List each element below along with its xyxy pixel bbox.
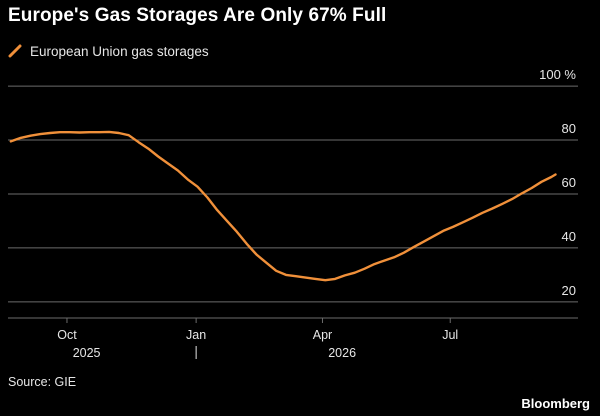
legend-line-icon [8,44,22,58]
x-tick-label-jan: Jan [186,328,206,342]
legend-label: European Union gas storages [30,43,209,59]
x-tick-label-apr: Apr [313,328,332,342]
y-tick-label-60: 60 [562,175,576,190]
bloomberg-logo: Bloomberg [521,396,590,411]
x-tick-label-oct: Oct [57,328,77,342]
year-label-2026: 2026 [328,346,356,360]
x-tick-label-jul: Jul [442,328,458,342]
y-tick-label-40: 40 [562,229,576,244]
source-note: Source: GIE [8,375,77,389]
series-line-0 [9,130,557,282]
y-tick-label-80: 80 [562,121,576,136]
chart-title: Europe's Gas Storages Are Only 67% Full [8,5,387,26]
year-label-2025: 2025 [73,346,101,360]
y-tick-label-20: 20 [562,283,576,298]
y-tick-label-100: 100 % [539,67,576,82]
legend: European Union gas storages [8,42,209,60]
